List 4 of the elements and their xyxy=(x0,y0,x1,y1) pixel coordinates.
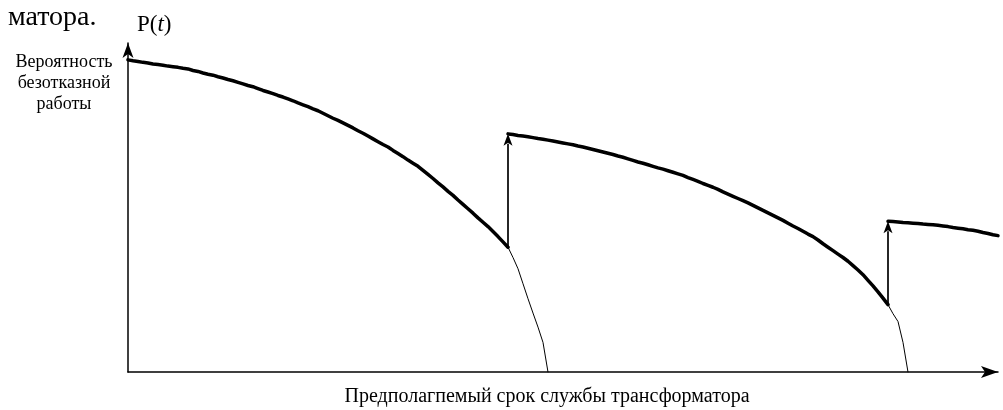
x-axis-title: Предполагпемый срок службы трансформатора xyxy=(344,384,750,407)
text: матора. xyxy=(8,0,97,31)
text: Вероятность безотказной работы xyxy=(15,50,113,113)
y-axis-title: P(t) xyxy=(137,11,172,36)
